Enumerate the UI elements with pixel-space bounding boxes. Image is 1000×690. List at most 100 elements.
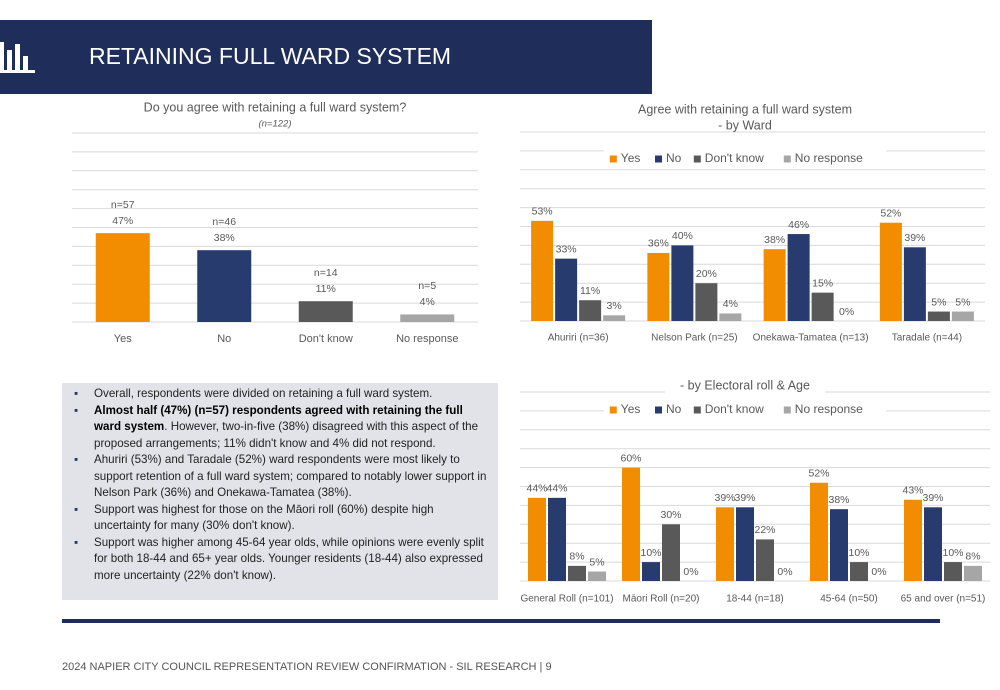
bar xyxy=(924,507,942,581)
value-label: 10% xyxy=(640,547,661,559)
bar xyxy=(964,565,982,581)
value-label: 39% xyxy=(714,492,735,504)
bar xyxy=(763,249,786,321)
legend-swatch xyxy=(783,155,791,163)
summary-list: Overall, respondents were divided on ret… xyxy=(74,386,488,585)
chart-subtitle: - by Ward xyxy=(718,118,772,132)
x-tick-label: Nelson Park (n=25) xyxy=(651,333,737,344)
legend-backdrop xyxy=(603,150,887,168)
x-tick-label: Onekawa-Tamatea (n=13) xyxy=(753,333,869,344)
bullet: Overall, respondents were divided on ret… xyxy=(74,386,488,403)
bar xyxy=(662,524,680,581)
legend-label: No response xyxy=(795,151,863,165)
legend-swatch xyxy=(783,406,791,414)
value-label: 10% xyxy=(942,547,963,559)
legend-label: Don't know xyxy=(705,402,764,416)
value-label: 60% xyxy=(620,452,641,464)
legend-label: No xyxy=(666,151,682,165)
value-label: 15% xyxy=(812,277,833,289)
legend-swatch xyxy=(609,406,617,414)
value-label: 22% xyxy=(754,524,775,536)
value-label: 44% xyxy=(526,483,547,495)
legend-label: Yes xyxy=(621,402,641,416)
bar xyxy=(647,252,670,321)
bar xyxy=(531,220,554,321)
value-label: 39% xyxy=(904,232,925,244)
value-label: 43% xyxy=(902,485,923,497)
value-label: 47% xyxy=(112,215,133,227)
bar xyxy=(716,507,734,581)
x-tick-label: Ahuriri (n=36) xyxy=(548,333,609,344)
bar xyxy=(588,571,606,581)
value-label: 52% xyxy=(880,208,901,220)
footer-text: 2024 NAPIER CITY COUNCIL REPRESENTATION … xyxy=(62,661,552,673)
bullet: Support was highest for those on the Māo… xyxy=(74,502,488,535)
x-tick-label: Taradale (n=44) xyxy=(892,333,962,344)
value-label: 39% xyxy=(922,492,943,504)
value-label: 4% xyxy=(420,296,435,308)
bar xyxy=(951,311,974,321)
legend-label: Don't know xyxy=(705,151,764,165)
value-label: 33% xyxy=(556,243,577,255)
x-tick-label: Māori Roll (n=20) xyxy=(623,594,700,605)
n-label: n=57 xyxy=(111,199,135,211)
value-label: 4% xyxy=(723,298,738,310)
chart-subtitle: (n=122) xyxy=(258,119,291,130)
legend-swatch xyxy=(655,406,662,414)
n-label: n=46 xyxy=(212,216,236,228)
x-tick-label: 18-44 (n=18) xyxy=(726,594,784,605)
bar xyxy=(298,301,353,322)
header-bar xyxy=(0,20,652,94)
bar xyxy=(927,311,950,321)
bar xyxy=(528,497,546,581)
bullet-text: . However, two-in-five (38%) disagreed w… xyxy=(94,420,479,450)
bar xyxy=(719,313,742,321)
bullet: Ahuriri (53%) and Taradale (52%) ward re… xyxy=(74,452,488,502)
n-label: n=14 xyxy=(314,267,338,279)
x-tick-label: 65 and over (n=51) xyxy=(901,594,986,605)
x-tick-label: No response xyxy=(396,333,458,345)
value-label: 38% xyxy=(828,494,849,506)
value-label: 11% xyxy=(316,283,336,295)
value-label: 10% xyxy=(848,547,869,559)
bar xyxy=(830,509,848,581)
bar xyxy=(944,562,962,581)
bar xyxy=(811,292,834,321)
value-label: 0% xyxy=(777,566,792,578)
summary-box: Overall, respondents were divided on ret… xyxy=(62,383,498,600)
value-label: 0% xyxy=(839,306,854,318)
legend-label: No xyxy=(666,402,682,416)
chart-title: - by Electoral roll & Age xyxy=(680,378,810,392)
bar xyxy=(756,539,774,581)
legend-label: No response xyxy=(795,402,863,416)
x-tick-label: General Roll (n=101) xyxy=(520,594,613,605)
legend-swatch xyxy=(609,155,617,163)
bar xyxy=(810,482,828,581)
value-label: 39% xyxy=(734,492,755,504)
bar xyxy=(548,497,566,581)
value-label: 38% xyxy=(764,234,785,246)
bar xyxy=(904,499,922,581)
bullet: Support was higher among 45-64 year olds… xyxy=(74,535,488,585)
bar xyxy=(197,250,252,322)
value-label: 8% xyxy=(965,551,980,563)
bar xyxy=(879,222,902,321)
bullet-bold: Almost half (47%) (n=57) respondents agr… xyxy=(94,403,463,434)
value-label: 0% xyxy=(871,566,886,578)
bar xyxy=(671,245,694,321)
chart-title: Agree with retaining a full ward system xyxy=(638,102,852,116)
legend-backdrop xyxy=(603,401,887,419)
x-tick-label: 45-64 (n=50) xyxy=(820,594,878,605)
legend-swatch xyxy=(693,406,701,414)
bar xyxy=(95,233,150,322)
bar xyxy=(787,234,810,321)
bar xyxy=(695,283,718,321)
legend-label: Yes xyxy=(621,151,641,165)
x-tick-label: No xyxy=(217,333,231,345)
value-label: 53% xyxy=(532,206,553,218)
bar xyxy=(903,247,926,321)
n-label: n=5 xyxy=(418,280,436,292)
value-label: 5% xyxy=(589,556,604,568)
header-title: RETAINING FULL WARD SYSTEM xyxy=(89,43,451,69)
